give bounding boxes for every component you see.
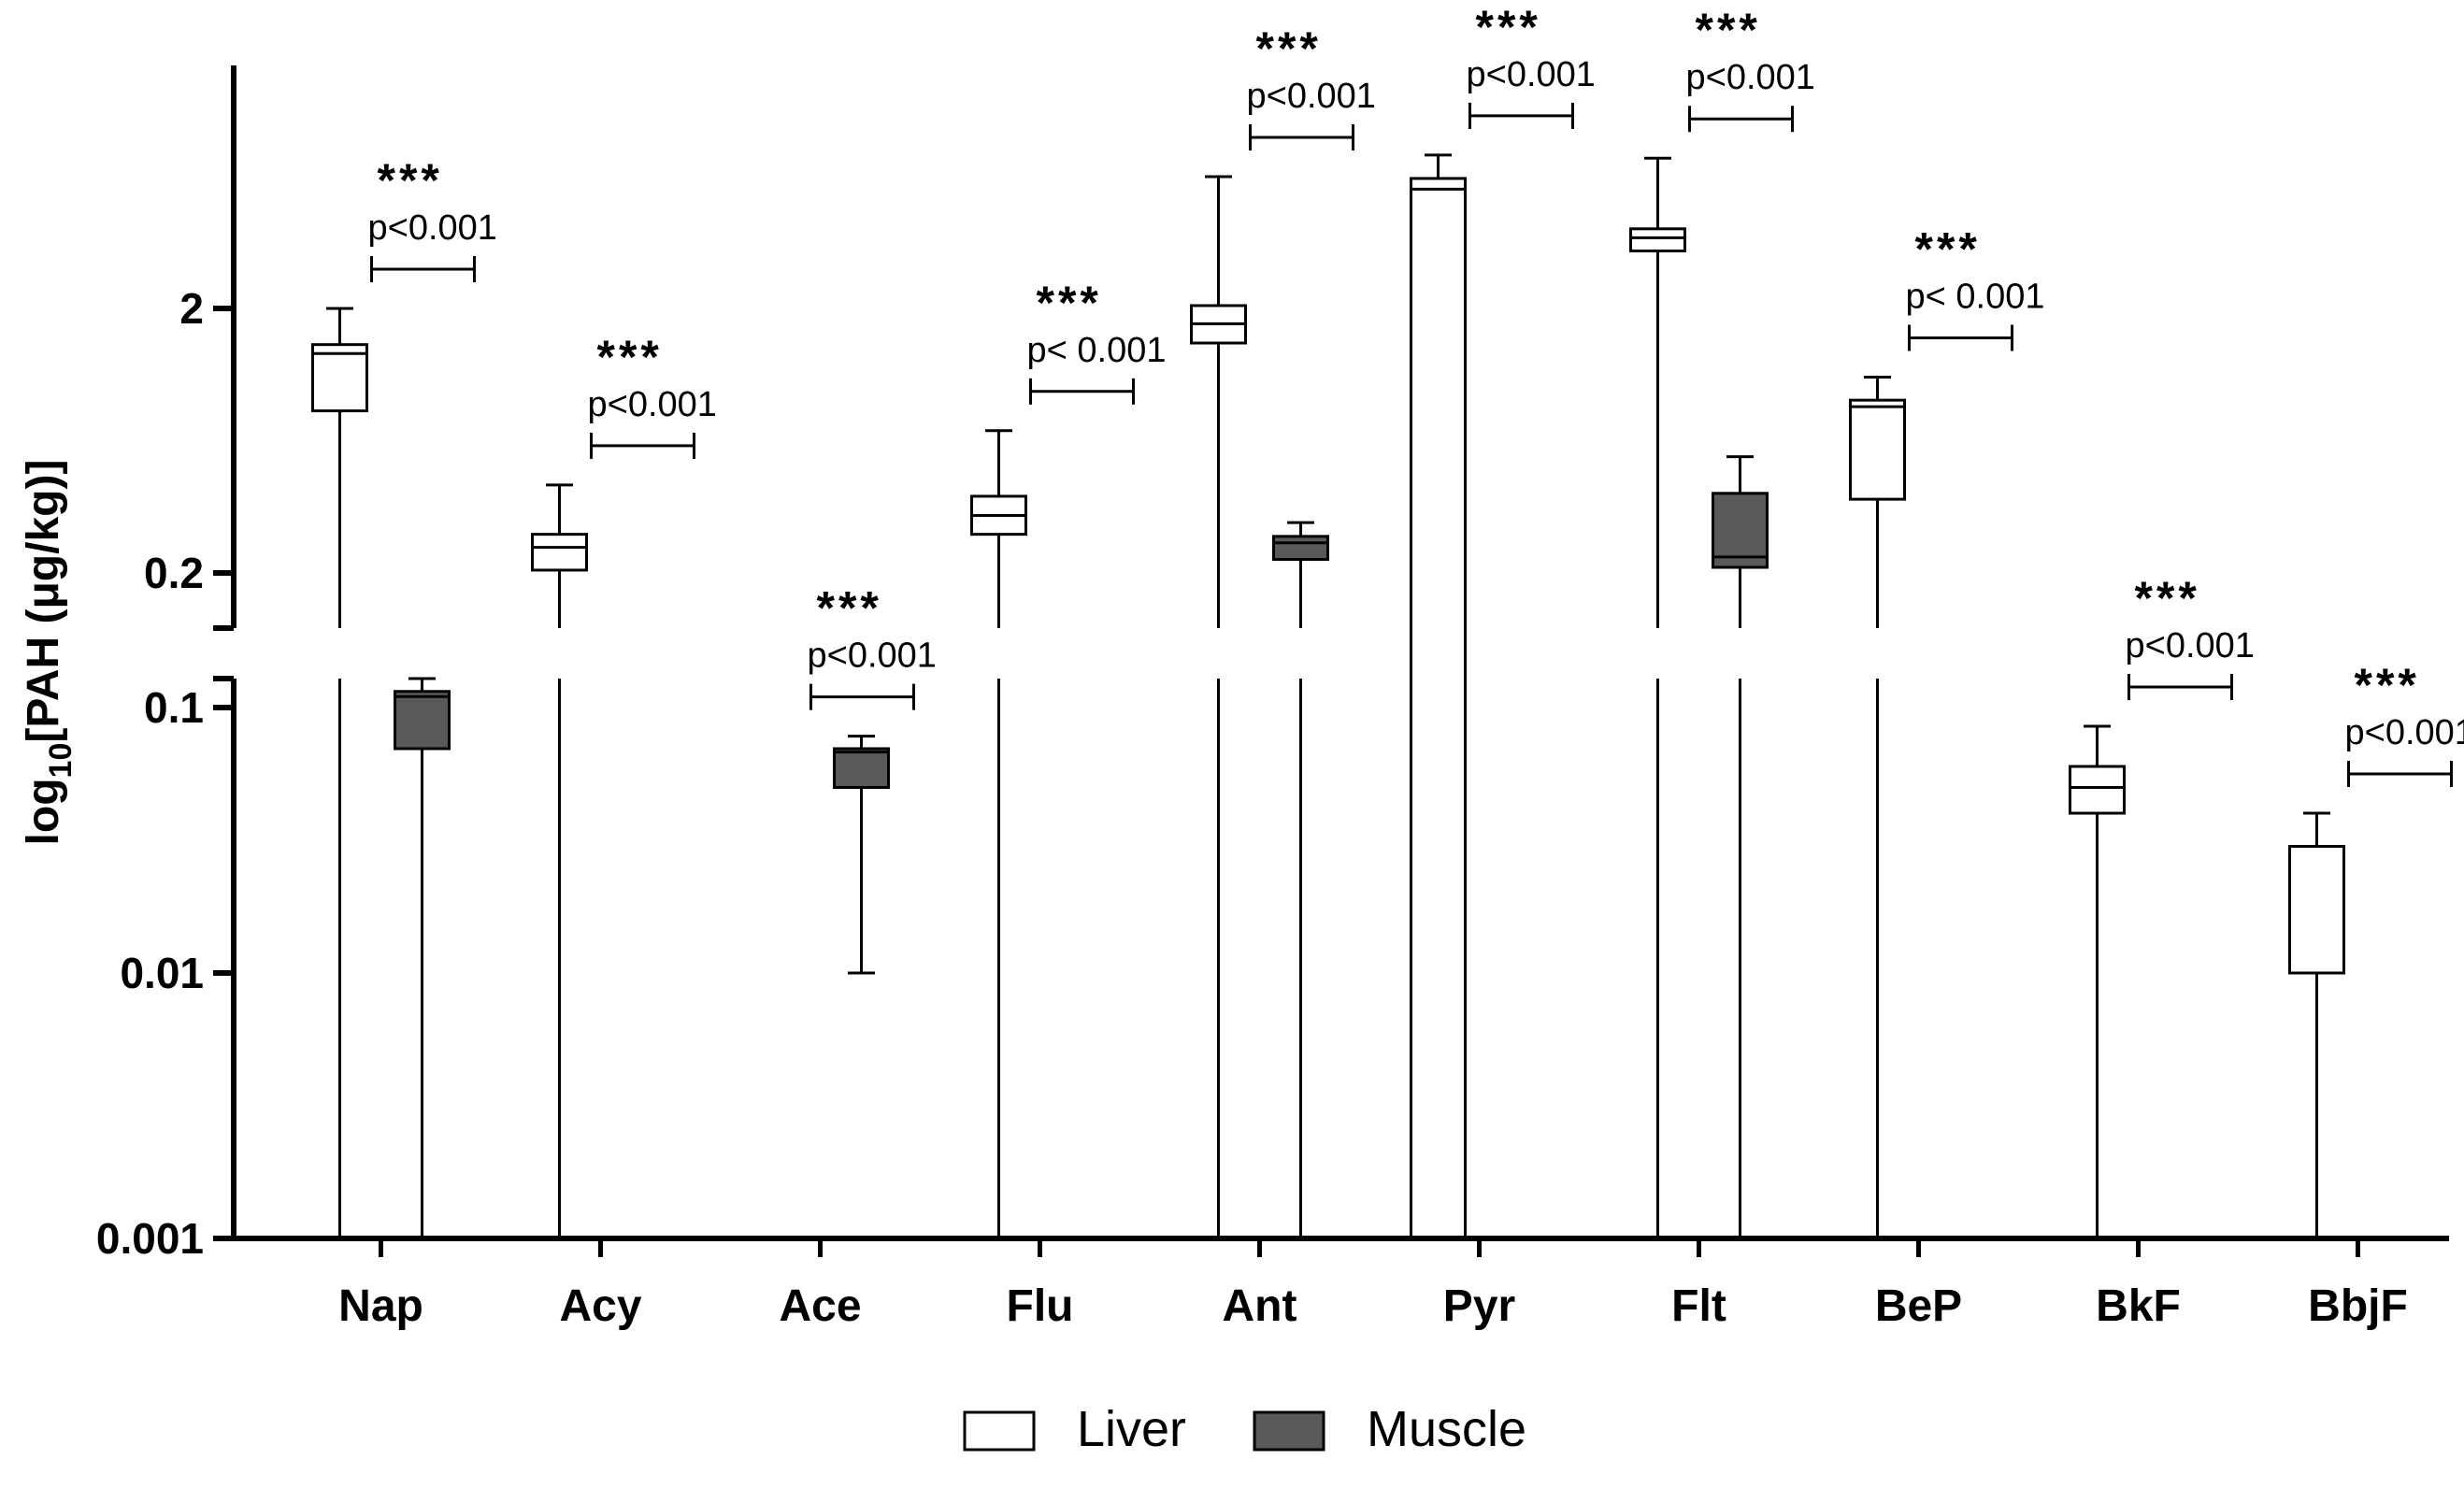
box-iqr	[394, 690, 451, 751]
x-category-label: Ace	[779, 1281, 861, 1331]
y-title-rest: [PAH (μg/kg)]	[19, 460, 68, 743]
box-iqr	[833, 747, 890, 789]
y-tick-label: 0.2	[144, 549, 204, 597]
y-title-log: log	[19, 778, 68, 845]
significance-stars: ***	[1256, 22, 1322, 75]
annotation-ace: p<0.001***	[808, 582, 937, 710]
annotation-bkf: p<0.001***	[2126, 572, 2255, 701]
box-liver-ant	[1190, 175, 1247, 1238]
x-category-label: Ant	[1223, 1281, 1297, 1331]
box-liver-bbjf	[2288, 811, 2345, 1238]
p-value-label: p<0.001	[368, 208, 497, 248]
annotation-pyr: p<0.001***	[1467, 1, 1596, 129]
legend-label: Muscle	[1367, 1401, 1526, 1457]
legend-item-liver: Liver	[963, 1401, 1186, 1457]
box-muscle-ant	[1272, 521, 1329, 1238]
box-iqr	[1849, 398, 1906, 501]
box-muscle-ace	[833, 735, 890, 975]
x-category-label: Flu	[1007, 1281, 1074, 1331]
y-axis-title: log10[PAH (μg/kg)]	[19, 460, 79, 846]
box-muscle-nap	[394, 677, 451, 1238]
p-value-label: p<0.001	[1686, 58, 1815, 97]
p-value-label: p<0.001	[1467, 55, 1596, 94]
x-category-label: Flt	[1671, 1281, 1726, 1331]
p-value-label: p<0.001	[2126, 626, 2255, 665]
box-muscle-flt	[1712, 455, 1769, 1238]
significance-stars: ***	[597, 331, 663, 383]
significance-stars: ***	[817, 582, 882, 635]
legend-label: Liver	[1077, 1401, 1186, 1457]
annotation-flu: p< 0.001***	[1027, 277, 1167, 405]
box-iqr	[1712, 492, 1769, 569]
box-liver-flt	[1629, 156, 1686, 1238]
x-category-label: BeP	[1875, 1281, 1962, 1331]
box-iqr	[1629, 227, 1686, 252]
legend: Liver Muscle	[963, 1401, 1526, 1457]
significance-stars: ***	[1476, 1, 1541, 53]
p-value-label: p<0.001	[808, 637, 937, 676]
annotation-ant: p<0.001***	[1247, 22, 1376, 150]
box-liver-flu	[970, 429, 1027, 1238]
p-value-label: p<0.001	[2345, 713, 2464, 752]
x-category-label: Pyr	[1443, 1281, 1515, 1331]
box-iqr	[2288, 844, 2345, 975]
box-liver-bkf	[2069, 724, 2126, 1238]
y-tick-label: 0.001	[96, 1214, 204, 1263]
box-liver-acy	[531, 483, 588, 1238]
p-value-label: p<0.001	[588, 385, 717, 424]
p-value-label: p< 0.001	[1027, 331, 1167, 370]
box-liver-pyr	[1410, 153, 1467, 1240]
significance-stars: ***	[2135, 572, 2200, 624]
y-tick-label: 0.01	[120, 949, 204, 997]
x-category-label: Nap	[338, 1281, 423, 1331]
boxes	[311, 153, 2345, 1240]
significance-stars: ***	[2355, 659, 2420, 711]
x-category-label: BkF	[2096, 1281, 2181, 1331]
annotation-nap: p<0.001***	[368, 154, 497, 282]
significance-stars: ***	[378, 154, 443, 207]
box-iqr	[531, 533, 588, 572]
y-title-subscript: 10	[43, 743, 79, 779]
significance-annotations: p<0.001***p<0.001***p<0.001***p< 0.001**…	[368, 1, 2464, 788]
significance-stars: ***	[1696, 4, 1761, 56]
significance-stars: ***	[1037, 277, 1102, 329]
box-iqr	[1410, 177, 1467, 1240]
annotation-acy: p<0.001***	[588, 331, 717, 459]
legend-swatch	[963, 1410, 1036, 1452]
legend-item-muscle: Muscle	[1253, 1401, 1526, 1457]
box-iqr	[1272, 535, 1329, 562]
significance-stars: ***	[1915, 222, 1981, 275]
y-tick-label: 0.1	[144, 683, 204, 732]
annotation-bbjf: p<0.001***	[2345, 659, 2464, 788]
annotation-flt: p<0.001***	[1686, 4, 1815, 133]
x-category-label: BbjF	[2308, 1281, 2408, 1331]
annotation-bep: p< 0.001***	[1906, 222, 2045, 351]
x-category-label: Acy	[559, 1281, 641, 1331]
p-value-label: p<0.001	[1247, 77, 1376, 116]
box-liver-nap	[311, 307, 368, 1238]
legend-swatch	[1253, 1410, 1325, 1452]
axes: 2 0.2 0.1 0.01 0.001 Nap Acy Ace Flu Ant Pyr Flt BeP…	[19, 65, 2449, 1331]
box-iqr	[311, 343, 368, 413]
p-value-label: p< 0.001	[1906, 277, 2045, 316]
y-tick-label: 2	[179, 284, 204, 333]
box-liver-bep	[1849, 375, 1906, 1238]
box-iqr	[2069, 765, 2126, 815]
